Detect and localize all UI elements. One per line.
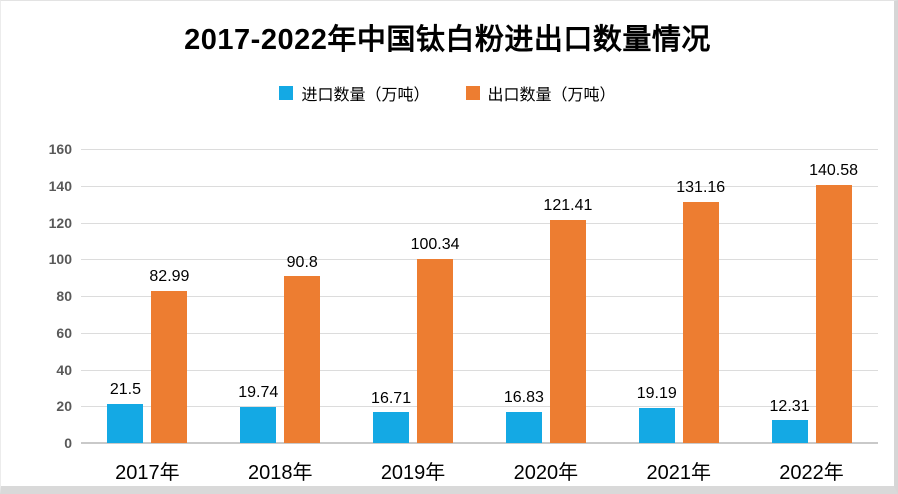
import-bar-2019年 [373, 412, 410, 443]
bar-group-2020年: 16.83 121.41 [479, 149, 612, 443]
chart-area: 0 20 40 60 80 100 120 140 160 21.5 82.99 19.74 90.8… [1, 142, 894, 450]
y-axis: 0 20 40 60 80 100 120 140 160 [1, 142, 81, 450]
gridline-160 [81, 149, 878, 150]
import-legend-swatch-icon [279, 86, 294, 100]
legend-item-import: 进口数量（万吨） [279, 81, 430, 105]
bar-slot: 131.16 [676, 149, 725, 443]
export-bar-2020年 [549, 219, 586, 443]
x-axis-label-2018年: 2018年 [247, 462, 313, 484]
gridline-100 [81, 259, 878, 261]
import-data-label-2022年: 12.31 [769, 397, 810, 415]
y-tick-label-160: 160 [48, 141, 72, 157]
legend-label-export: 出口数量（万吨） [487, 87, 616, 104]
import-bar-2021年 [638, 407, 675, 443]
legend-item-export: 出口数量（万吨） [465, 81, 616, 105]
bar-slot: 121.41 [543, 149, 592, 443]
import-data-label-2021年: 19.19 [636, 385, 677, 403]
bar-slot: 21.5 [107, 149, 144, 443]
bar-group-2021年: 19.19 131.16 [612, 149, 745, 443]
bar-group-2018年: 19.74 90.8 [214, 149, 347, 443]
y-tick-label-120: 120 [48, 214, 72, 231]
y-tick-label-0: 0 [64, 435, 72, 451]
bar-slot: 90.8 [284, 149, 321, 443]
y-tick-label-100: 100 [48, 251, 72, 268]
export-data-label-2022年: 140.58 [809, 162, 859, 180]
bar-slot: 140.58 [809, 149, 858, 443]
y-tick-label-40: 40 [56, 361, 72, 378]
import-bar-2017年 [107, 403, 144, 443]
bar-group-2017年: 21.5 82.99 [81, 149, 214, 443]
bar-slot: 82.99 [149, 149, 190, 443]
export-bar-2021年 [682, 202, 719, 443]
export-bar-2018年 [284, 276, 321, 443]
import-data-label-2017年: 21.5 [109, 380, 141, 398]
bar-slot: 12.31 [769, 149, 810, 443]
export-data-label-2017年: 82.99 [149, 267, 190, 285]
y-tick-label-60: 60 [56, 324, 72, 341]
export-legend-swatch-icon [465, 86, 480, 100]
plot-area: 21.5 82.99 19.74 90.8 16.71 100.34 16.83 121.41… [81, 149, 878, 444]
gridline-20 [81, 406, 878, 408]
x-axis-label-2020年: 2020年 [513, 462, 579, 484]
gridline-120 [81, 222, 878, 224]
export-data-label-2018年: 90.8 [286, 253, 318, 271]
export-bar-2019年 [417, 258, 454, 443]
x-axis-label-2019年: 2019年 [380, 462, 446, 484]
bar-groups: 21.5 82.99 19.74 90.8 16.71 100.34 16.83 121.41… [81, 149, 878, 443]
legend-label-import: 进口数量（万吨） [301, 87, 430, 104]
x-axis-label-2022年: 2022年 [779, 462, 844, 484]
export-data-label-2020年: 121.41 [543, 197, 593, 215]
import-bar-2020年 [505, 412, 542, 443]
y-tick-label-140: 140 [48, 177, 72, 194]
export-bar-2017年 [151, 290, 188, 443]
chart-title: 2017-2022年中国钛白粉进出口数量情况 [184, 24, 711, 56]
gridline-0 [81, 442, 878, 444]
bar-slot: 100.34 [411, 149, 460, 443]
export-bar-2022年 [815, 184, 852, 443]
bar-slot: 16.71 [371, 149, 412, 443]
import-bar-2018年 [240, 406, 277, 443]
bar-slot: 19.19 [636, 149, 677, 443]
x-axis-label-2017年: 2017年 [115, 462, 180, 484]
gridline-80 [81, 296, 878, 297]
gridline-140 [81, 185, 878, 187]
import-data-label-2018年: 19.74 [238, 384, 279, 402]
import-data-label-2020年: 16.83 [503, 389, 544, 407]
bar-slot: 16.83 [503, 149, 544, 443]
legend: 进口数量（万吨） 出口数量（万吨） [1, 81, 894, 105]
export-data-label-2019年: 100.34 [410, 236, 460, 254]
x-axis: 2017年 2018年 2019年 2020年 2021年 2022年 [81, 456, 894, 485]
y-tick-label-80: 80 [56, 288, 72, 304]
import-data-label-2019年: 16.71 [371, 389, 412, 407]
x-axis-label-2021年: 2021年 [646, 462, 711, 484]
bar-slot: 19.74 [238, 149, 279, 443]
import-bar-2022年 [771, 420, 808, 443]
bar-group-2019年: 16.71 100.34 [347, 149, 480, 443]
gridline-60 [81, 332, 878, 334]
export-data-label-2021年: 131.16 [676, 179, 726, 197]
gridline-40 [81, 369, 878, 371]
y-tick-label-20: 20 [56, 398, 72, 415]
bar-group-2022年: 12.31 140.58 [745, 149, 878, 443]
